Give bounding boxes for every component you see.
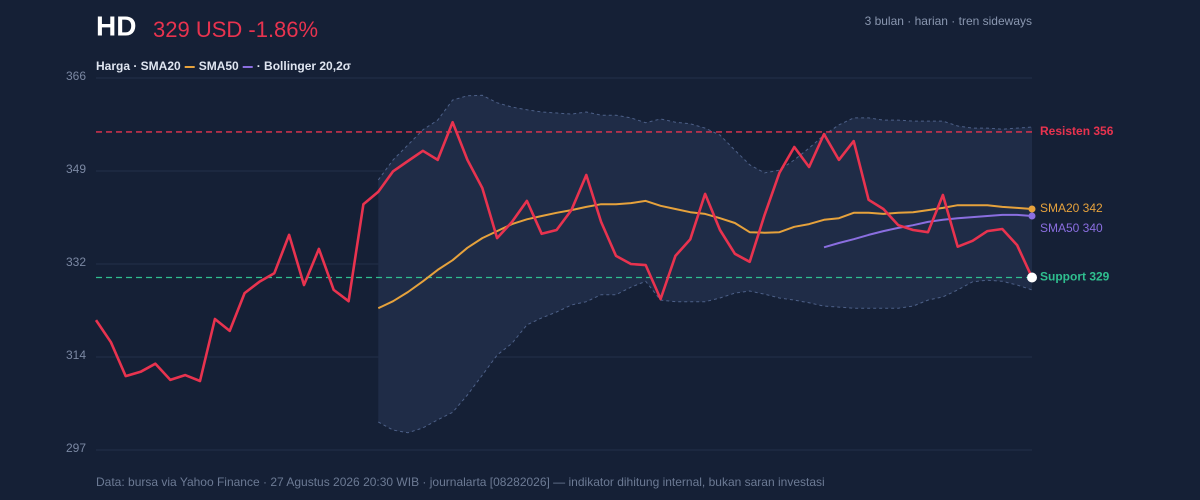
y-tick-label: 366 [66, 69, 86, 83]
line [377, 199, 1033, 310]
y-tick-label: 314 [66, 348, 86, 362]
end-label: SMA50 340 [1040, 221, 1103, 235]
line [94, 120, 1034, 383]
end-dot [1028, 205, 1036, 213]
bollinger-upper [377, 94, 1033, 181]
level-label: Support 329 [1040, 270, 1110, 284]
bollinger-band [378, 95, 1032, 433]
y-tick-label: 349 [66, 162, 86, 176]
legend-label: · Bollinger 20,2σ [257, 59, 351, 73]
end-dot [1028, 212, 1036, 220]
level-label: Resisten 356 [1040, 124, 1114, 138]
line [823, 213, 1033, 249]
subtitle: 3 bulan · harian · tren sideways [865, 14, 1032, 28]
legend-label: SMA50 [199, 59, 239, 73]
source: Data: bursa via Yahoo Finance · 27 Agust… [96, 475, 825, 489]
legend: Harga · SMA20 SMA50 · Bollinger 20,2σ [96, 59, 351, 73]
legend-label: Harga · SMA20 [96, 59, 181, 73]
end-dot [1027, 272, 1037, 283]
y-tick-label: 332 [66, 255, 86, 269]
bollinger-lower [378, 279, 1033, 434]
ticker: HD [96, 10, 136, 41]
y-tick-label: 297 [66, 441, 86, 455]
price-change: 329 USD -1.86% [153, 17, 318, 42]
end-label: SMA20 342 [1040, 201, 1103, 215]
